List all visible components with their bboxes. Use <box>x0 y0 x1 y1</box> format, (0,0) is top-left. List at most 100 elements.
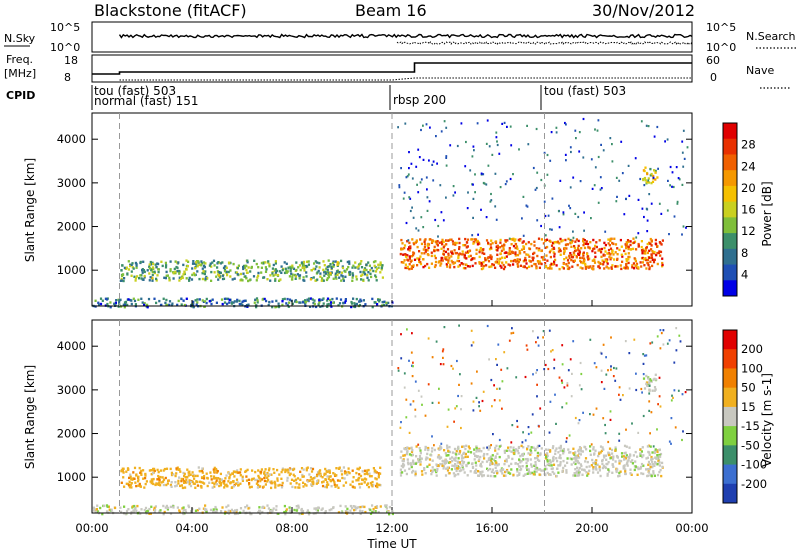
echo-cell <box>668 233 670 236</box>
echo-cell <box>451 456 454 459</box>
echo-cell <box>97 301 100 304</box>
echo-cell <box>555 422 557 425</box>
echo-cell <box>647 460 651 464</box>
echo-cell <box>317 269 320 273</box>
echo-cell <box>658 453 661 457</box>
colorbar-swatch <box>723 387 737 408</box>
echo-cell <box>454 463 457 466</box>
echo-cell <box>478 249 481 252</box>
echo-cell <box>481 474 484 478</box>
freq-tick-high: 18 <box>64 54 78 67</box>
echo-cell <box>476 448 479 451</box>
echo-cell <box>380 266 383 270</box>
echo-cell <box>94 510 98 513</box>
echo-cell <box>292 473 295 476</box>
echo-cell <box>645 246 648 249</box>
echo-cell <box>306 511 309 514</box>
echo-cell <box>301 266 304 269</box>
echo-cell <box>598 467 601 470</box>
echo-cell <box>215 301 218 304</box>
echo-cell <box>318 266 321 269</box>
echo-cell <box>272 274 275 277</box>
echo-cell <box>137 480 140 483</box>
echo-cell <box>106 505 109 508</box>
echo-cell <box>178 272 181 275</box>
echo-cell <box>682 430 684 433</box>
echo-cell <box>634 460 637 463</box>
echo-cell <box>656 176 659 179</box>
echo-cell <box>364 273 367 276</box>
colorbar-swatch <box>723 154 737 171</box>
echo-cell <box>682 225 685 228</box>
echo-cell <box>576 246 580 250</box>
echo-cell <box>352 297 355 300</box>
echo-cell <box>431 470 434 474</box>
echo-cell <box>490 457 493 461</box>
echo-cell <box>645 354 648 357</box>
echo-cell <box>322 268 325 272</box>
echo-cell <box>503 121 506 124</box>
echo-cell <box>540 238 543 241</box>
echo-cell <box>567 267 570 271</box>
echo-cell <box>290 478 294 481</box>
echo-cell <box>303 266 306 269</box>
echo-cell <box>430 472 433 476</box>
echo-cell <box>344 505 347 508</box>
echo-cell <box>414 241 417 244</box>
echo-cell <box>338 302 342 305</box>
echo-cell <box>307 299 310 303</box>
echo-cell <box>259 477 262 480</box>
echo-cell <box>210 302 213 306</box>
echo-cell <box>607 267 610 270</box>
echo-cell <box>546 259 549 262</box>
echo-cell <box>354 505 357 508</box>
nsky-trace <box>118 33 693 39</box>
echo-cell <box>264 474 267 477</box>
echo-cell <box>645 182 648 185</box>
echo-cell <box>578 471 581 474</box>
echo-cell <box>427 383 430 386</box>
echo-cell <box>556 459 559 463</box>
echo-cell <box>433 254 436 258</box>
echo-cell <box>301 509 305 513</box>
echo-cell <box>239 482 242 485</box>
echo-cell <box>319 472 322 475</box>
echo-cell <box>495 136 498 139</box>
echo-cell <box>509 264 512 267</box>
echo-cell <box>219 271 222 274</box>
echo-cell <box>604 454 608 457</box>
echo-cell <box>130 512 133 515</box>
echo-cell <box>539 407 542 410</box>
echo-cell <box>646 468 650 471</box>
echo-cell <box>504 474 507 477</box>
colorbar-frame <box>722 329 738 504</box>
echo-cell <box>434 264 437 267</box>
echo-cell <box>649 473 652 476</box>
echo-cell <box>673 215 676 218</box>
echo-cell <box>242 267 245 271</box>
echo-cell <box>578 456 581 459</box>
echo-cell <box>358 486 362 489</box>
echo-cell <box>181 486 184 490</box>
echo-cell <box>540 178 543 182</box>
echo-cell <box>471 155 474 158</box>
echo-cell <box>239 468 242 471</box>
echo-cell <box>444 460 447 463</box>
echo-cell <box>583 239 586 242</box>
echo-cell <box>332 301 335 305</box>
echo-cell <box>327 259 330 262</box>
echo-cell <box>440 256 443 260</box>
echo-cell <box>645 207 648 210</box>
echo-cell <box>168 276 171 280</box>
echo-cell <box>246 261 249 264</box>
echo-cell <box>657 167 659 170</box>
echo-cell <box>315 305 318 309</box>
echo-cell <box>257 274 260 277</box>
echo-cell <box>411 461 415 464</box>
echo-cell <box>184 511 188 514</box>
echo-cell <box>416 245 419 249</box>
echo-cell <box>274 483 277 486</box>
echo-cell <box>659 405 662 408</box>
echo-cell <box>567 448 570 451</box>
echo-cell <box>174 474 177 478</box>
